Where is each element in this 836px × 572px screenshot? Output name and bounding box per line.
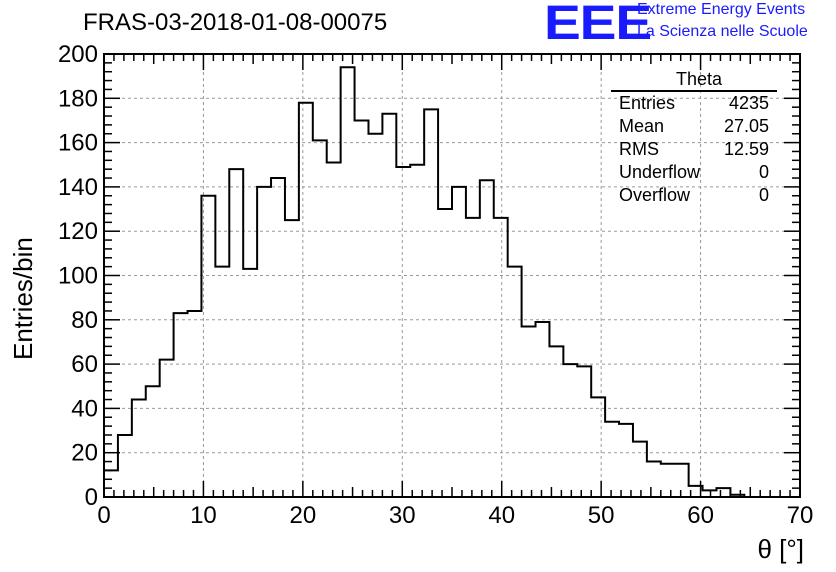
histogram-bin <box>647 462 661 497</box>
histogram-bin <box>508 267 522 497</box>
y-tick-label: 160 <box>58 130 98 157</box>
histogram-bin <box>327 163 341 497</box>
histogram-bin <box>146 386 160 497</box>
histogram-bin <box>368 134 382 497</box>
stats-row-mean: Mean 27.05 <box>619 116 769 136</box>
y-tick-label: 180 <box>58 85 98 112</box>
histogram-bin <box>619 424 633 497</box>
histogram-bin <box>438 209 452 497</box>
x-tick-labels: 0 10 20 30 40 50 60 70 <box>97 502 813 529</box>
histogram-bin <box>174 313 188 497</box>
histogram-bars <box>104 66 800 498</box>
histogram-bin <box>549 346 563 497</box>
histogram-bin <box>536 322 550 497</box>
histogram-bin <box>132 400 146 497</box>
grid-lines <box>104 54 800 497</box>
histogram-bin <box>299 103 313 497</box>
x-tick-label: 50 <box>588 502 615 529</box>
x-tick-label: 60 <box>687 502 714 529</box>
histogram-bin <box>341 67 355 497</box>
y-tick-labels: 0 20 40 60 80 100 120 140 160 180 200 <box>58 41 98 511</box>
histogram-bin <box>215 267 229 497</box>
histogram-bin <box>410 165 424 497</box>
x-tick-label: 0 <box>97 502 110 529</box>
histogram-bin <box>118 435 132 497</box>
histogram-bin <box>480 180 494 497</box>
histogram-bin <box>355 120 369 497</box>
y-tick-label: 60 <box>71 351 98 378</box>
logo-line-2: La Scienza nelle Scuole <box>637 23 808 40</box>
histogram-bin <box>452 187 466 497</box>
y-tick-label: 0 <box>85 484 98 511</box>
histogram-bin <box>257 187 271 497</box>
histogram-bin <box>382 114 396 497</box>
histogram-bin <box>424 109 438 497</box>
x-tick-label: 30 <box>389 502 416 529</box>
x-tick-label: 10 <box>190 502 217 529</box>
y-axis-label: Entries/bin <box>8 237 38 360</box>
histogram-bin <box>661 464 675 497</box>
y-tick-label: 20 <box>71 440 98 467</box>
stats-box: Theta Entries 4235 Mean 27.05 RMS 12.59 Und… <box>611 68 777 207</box>
histogram-bin <box>285 220 299 497</box>
histogram-bin <box>675 464 689 497</box>
y-tick-label: 80 <box>71 307 98 334</box>
histogram-bin <box>313 140 327 497</box>
histogram-bin <box>271 178 285 497</box>
histogram-bin <box>716 488 730 497</box>
histogram-bin <box>243 269 257 497</box>
x-tick-label: 70 <box>787 502 814 529</box>
logo-line-1: Extreme Energy Events <box>637 1 806 18</box>
histogram-bin <box>494 218 508 497</box>
x-axis-label: θ [°] <box>757 534 804 564</box>
histogram-bin <box>396 167 410 497</box>
y-tick-label: 120 <box>58 218 98 245</box>
histogram-bin <box>633 442 647 497</box>
stats-box-title: Theta <box>611 68 777 92</box>
histogram-bin <box>466 218 480 497</box>
histogram-bin <box>591 397 605 497</box>
histogram-bin <box>605 422 619 497</box>
eee-logo: EEE <box>544 0 652 50</box>
histogram-outline <box>104 66 800 498</box>
y-tick-label: 100 <box>58 263 98 290</box>
stats-row-rms: RMS 12.59 <box>619 139 769 159</box>
histogram-bin <box>104 470 118 497</box>
y-tick-label: 200 <box>58 41 98 68</box>
histogram-bin <box>577 366 591 497</box>
histogram-bin <box>229 169 243 497</box>
stats-row-entries: Entries 4235 <box>619 93 769 113</box>
y-tick-label: 40 <box>71 395 98 422</box>
histogram-bin <box>160 360 174 497</box>
stats-row-underflow: Underflow 0 <box>619 162 769 182</box>
histogram-bin <box>522 326 536 497</box>
run-title: FRAS-03-2018-01-08-00075 <box>83 9 388 36</box>
axis-ticks <box>103 53 801 498</box>
x-tick-label: 20 <box>290 502 317 529</box>
histogram-bin <box>563 364 577 497</box>
histogram-bin <box>188 311 202 497</box>
x-tick-label: 40 <box>488 502 515 529</box>
stats-row-overflow: Overflow 0 <box>619 185 769 205</box>
y-tick-label: 140 <box>58 174 98 201</box>
